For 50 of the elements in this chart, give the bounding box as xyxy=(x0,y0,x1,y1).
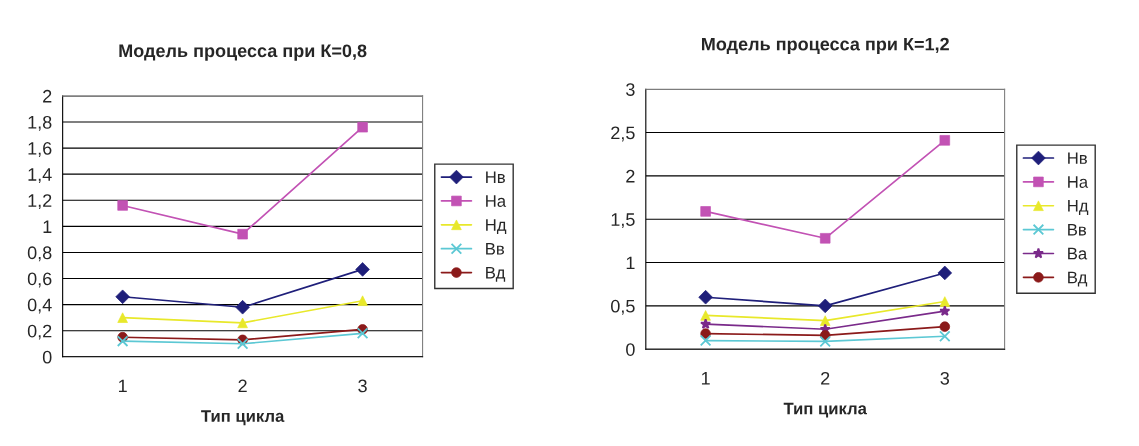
y-tick-label: 0 xyxy=(626,343,635,356)
y-tick-label: 0,8 xyxy=(27,246,52,262)
legend-label: На xyxy=(486,195,507,207)
point xyxy=(819,233,831,244)
x-axis-title: Тип цикла xyxy=(201,410,285,426)
x-tick-label: 1 xyxy=(701,372,710,385)
point xyxy=(937,265,953,281)
y-tick-label: 1 xyxy=(626,256,635,270)
legend-label: Вд xyxy=(486,266,506,282)
y-tick-label: 1,2 xyxy=(28,194,52,210)
y-tick-label: 2 xyxy=(43,89,52,103)
x-tick-label: 3 xyxy=(940,371,950,385)
y-tick-label: 0,5 xyxy=(611,299,635,315)
legend-label: Нд xyxy=(1068,200,1089,215)
point xyxy=(700,318,712,329)
legend-label: Ва xyxy=(1068,247,1088,260)
y-tick-label: 3 xyxy=(626,83,635,96)
y-tick-label: 1,8 xyxy=(28,115,52,131)
legend-label: Нд xyxy=(486,219,507,234)
y-tick-label: 1 xyxy=(43,220,52,233)
chart-title: Модель процесса при К=1,2 xyxy=(701,37,949,55)
x-tick-label: 1 xyxy=(118,379,127,393)
y-tick-label: 2 xyxy=(626,169,635,183)
x-tick-label: 2 xyxy=(821,371,830,385)
point xyxy=(236,337,249,350)
y-tick-label: 2,5 xyxy=(611,126,635,142)
y-tick-label: 1,5 xyxy=(611,213,635,229)
y-tick-label: 0,4 xyxy=(27,298,52,314)
point xyxy=(116,335,129,347)
legend-label: Нв xyxy=(486,171,505,183)
x-axis-title: Тип цикла xyxy=(783,402,868,418)
legend-label: Вв xyxy=(1068,223,1087,236)
point xyxy=(699,334,712,347)
y-tick-label: 0,6 xyxy=(27,272,52,288)
x-tick-label: 3 xyxy=(358,379,367,393)
y-tick-label: 0,2 xyxy=(27,324,52,340)
y-tick-label: 1,4 xyxy=(28,168,52,184)
legend-label: Вв xyxy=(486,243,505,255)
y-tick-label: 0 xyxy=(42,350,52,364)
chart-title: Модель процесса при К=0,8 xyxy=(119,44,367,61)
legend-label: Нв xyxy=(1068,152,1087,164)
point xyxy=(939,330,951,342)
point xyxy=(698,289,713,305)
legend-label: Вд xyxy=(1068,271,1088,287)
point xyxy=(939,305,951,316)
point xyxy=(356,327,369,340)
point xyxy=(819,335,831,348)
y-tick-label: 1,6 xyxy=(28,142,52,157)
x-tick-label: 2 xyxy=(238,379,247,393)
legend-label: На xyxy=(1068,176,1089,188)
